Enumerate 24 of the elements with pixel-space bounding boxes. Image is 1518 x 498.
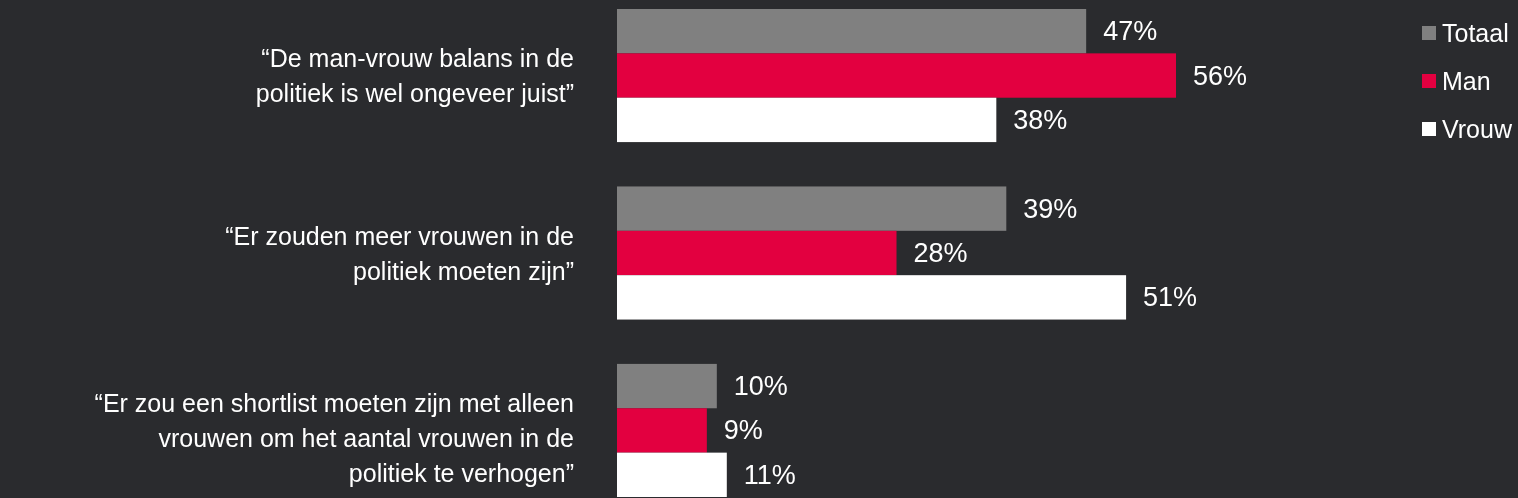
bar (617, 275, 1127, 320)
data-label: 28% (913, 238, 968, 268)
data-label: 10% (733, 371, 788, 402)
bar (617, 53, 1176, 98)
bar (617, 408, 707, 453)
bar (617, 9, 1087, 54)
y-tick-label: “Er zouden meer vrouwen in de politiek moeten zijn” (225, 221, 574, 285)
bar (617, 452, 727, 497)
bar (617, 97, 997, 143)
data-label: 51% (1143, 282, 1198, 313)
bar (617, 186, 1007, 231)
data-label: 47% (1103, 16, 1158, 47)
data-label: 11% (743, 459, 796, 490)
data-label: 38% (1013, 104, 1068, 135)
bar (617, 230, 897, 276)
bar (617, 363, 717, 409)
data-label: 39% (1023, 193, 1078, 224)
legend-label: Man (1442, 67, 1491, 95)
data-label: 56% (1193, 60, 1248, 91)
y-tick-label: “De man-vrouw balans in de politiek is wel ongeveer juist” (255, 44, 574, 108)
y-tick-label: “Er zou een shortlist moeten zijn met alleen vrouwen om het aantal vrouwen in de politiek te verhogen” (94, 389, 574, 488)
legend-label: Totaal (1442, 19, 1509, 47)
legend-label: Vrouw (1442, 115, 1513, 143)
data-label: 9% (723, 415, 763, 446)
